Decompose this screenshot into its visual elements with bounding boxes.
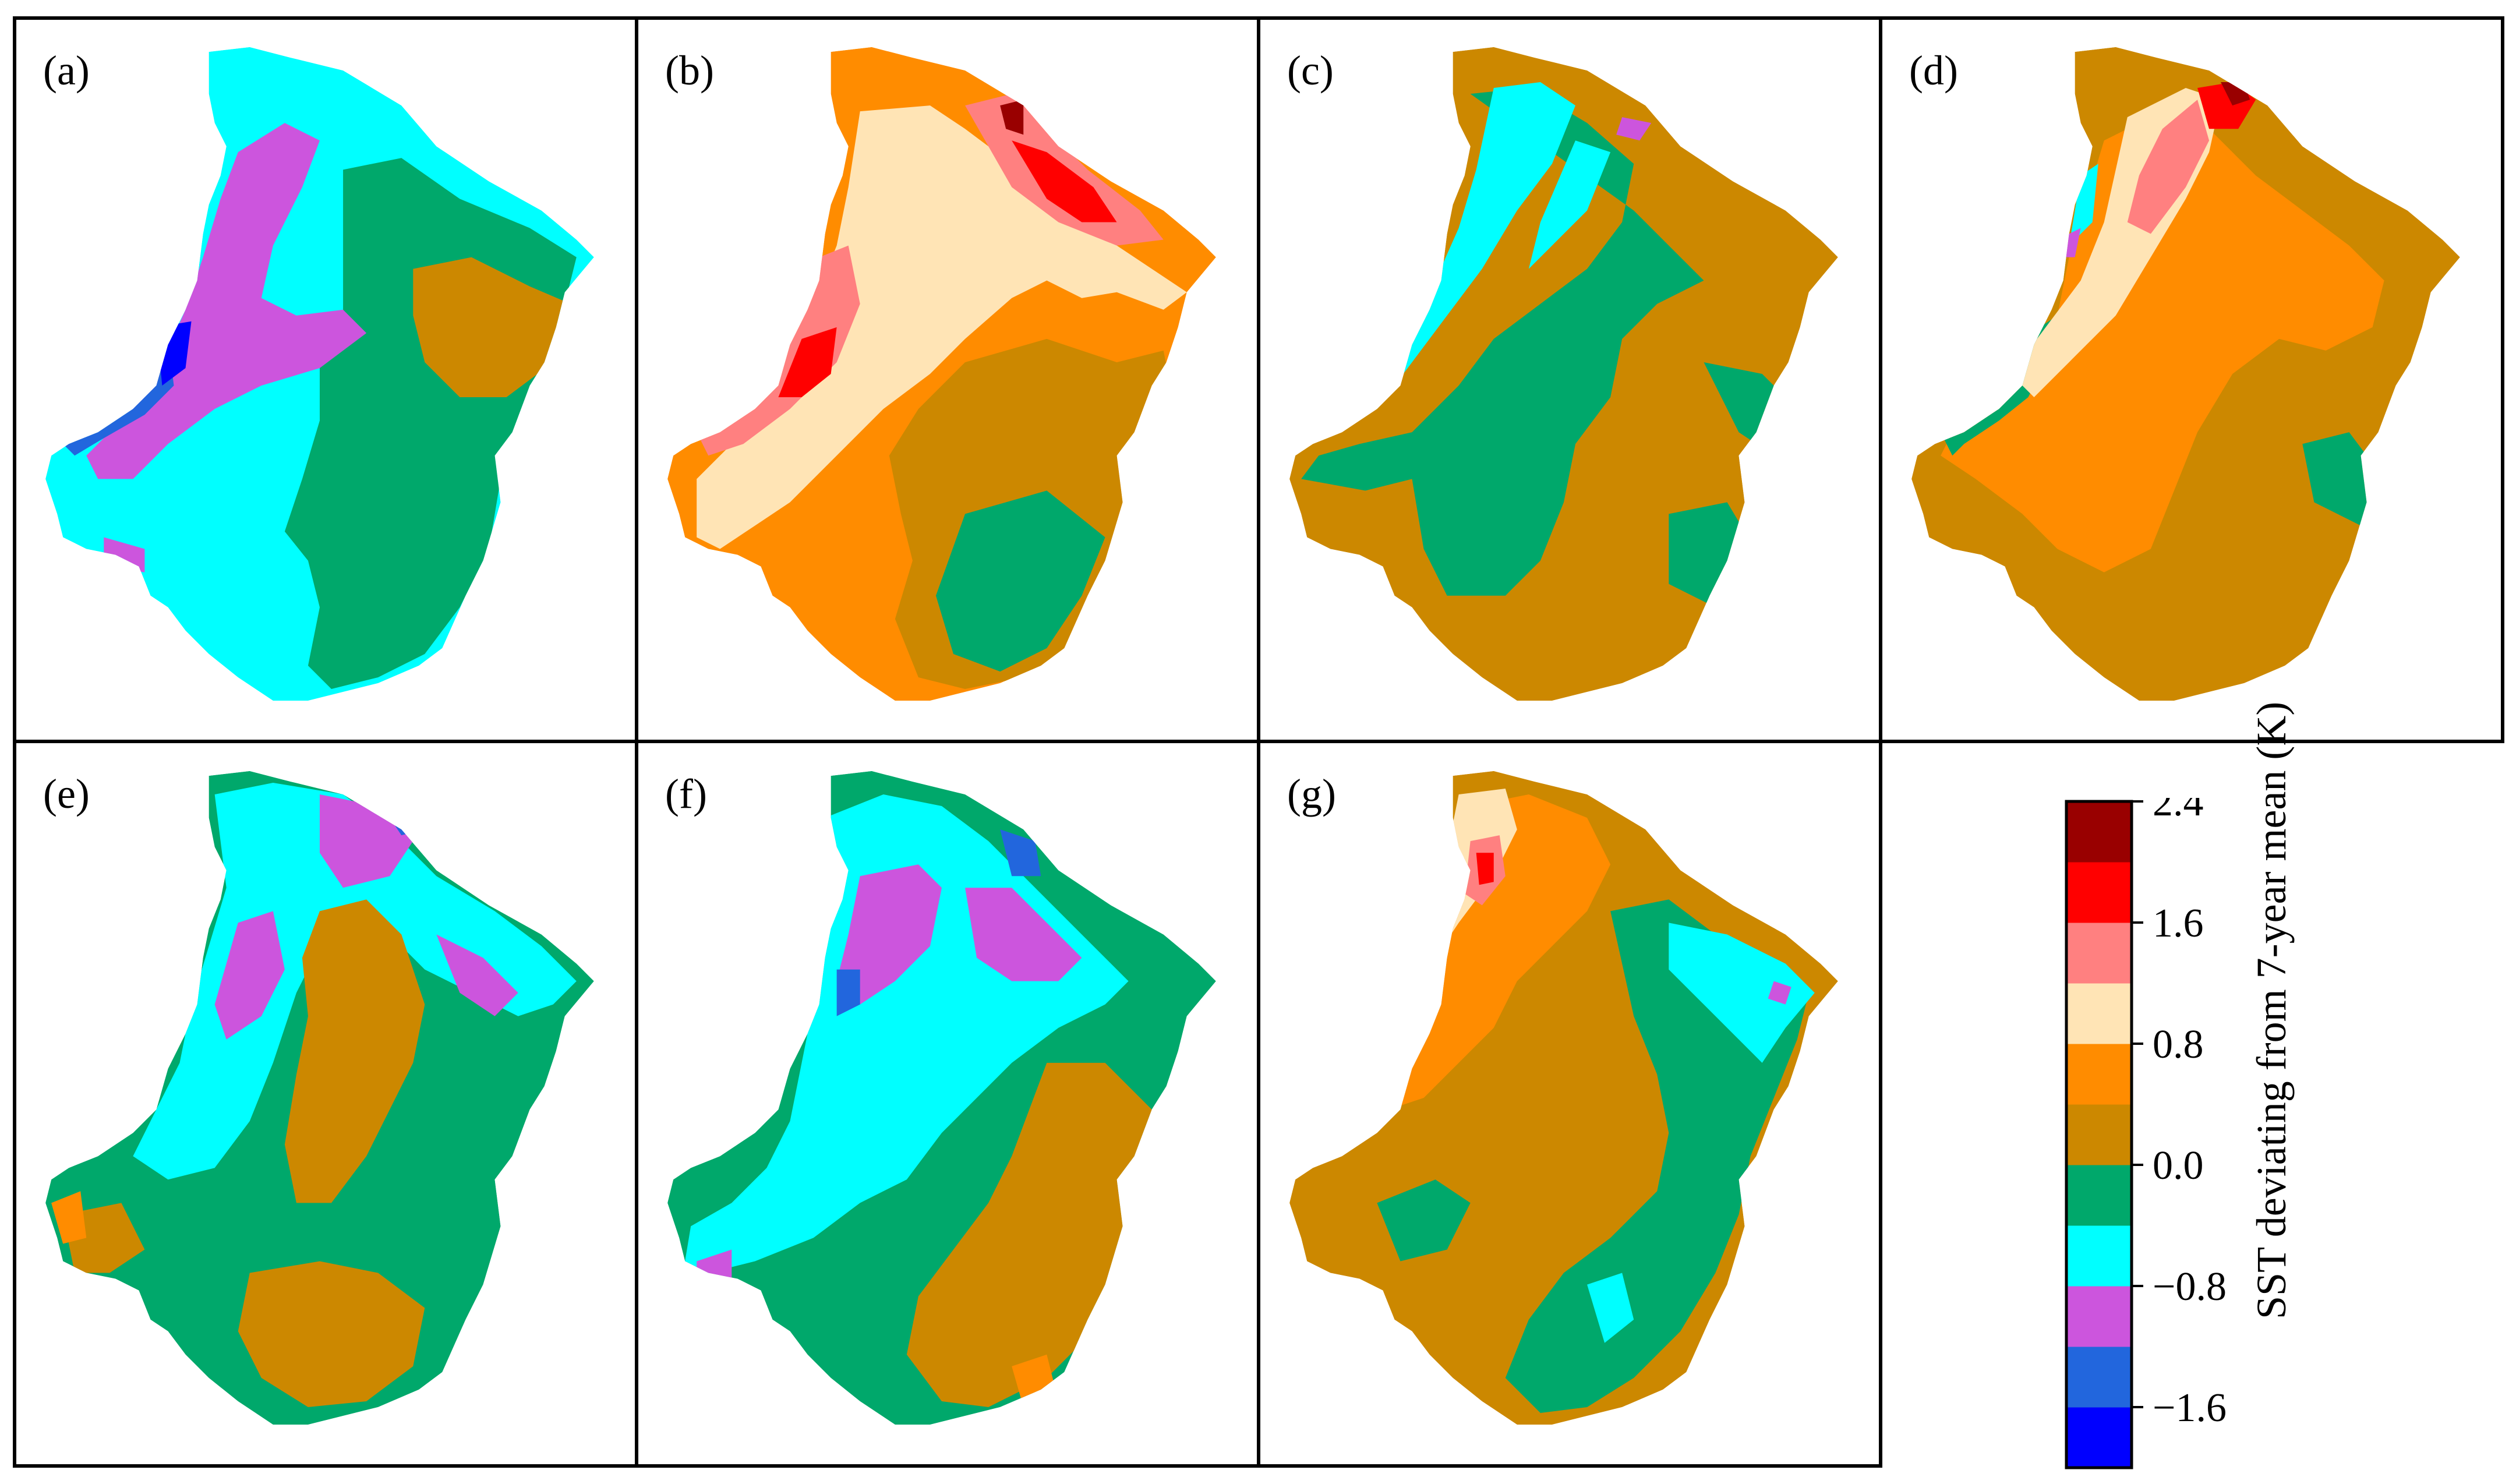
- sst-region-cyan: [1528, 140, 1611, 269]
- panel-label: (a): [43, 47, 90, 94]
- map-panel-c: (c): [1257, 16, 1882, 743]
- sst-region-light-red: [2127, 100, 2210, 234]
- sst-map: [1289, 771, 1838, 1425]
- map-panel-g: (g): [1257, 740, 1882, 1468]
- sst-region-cyan: [1669, 923, 1815, 1063]
- sst-region-dark-red: [1000, 100, 1024, 135]
- colorbar-swatch: [2066, 1225, 2132, 1287]
- colorbar-tick-label: −0.8: [2153, 1264, 2227, 1309]
- colorbar-swatch: [2066, 862, 2132, 923]
- sst-region-green: [935, 490, 1105, 672]
- sst-region-brown: [238, 1261, 425, 1407]
- sst-region-cyan: [1587, 1273, 1634, 1343]
- sst-map: [45, 47, 594, 701]
- colorbar-tick-label: −1.6: [2153, 1386, 2227, 1430]
- sst-region-red: [1012, 140, 1117, 222]
- sst-region-orange: [51, 1191, 87, 1244]
- sst-region-green: [1301, 88, 1704, 596]
- sst-region-magenta: [2063, 228, 2081, 257]
- colorbar-swatch: [2066, 1104, 2132, 1165]
- colorbar-tick-label: 0.8: [2153, 1022, 2204, 1067]
- sst-region-orange: [1388, 794, 1611, 1110]
- panel-label: (c): [1287, 47, 1334, 94]
- sst-region-brown: [413, 257, 571, 398]
- sst-region-blue: [836, 969, 860, 1016]
- sst-region-brown: [906, 1062, 1164, 1407]
- sst-region-red: [1476, 853, 1494, 885]
- colorbar-label: SST deviating from 7-year mean (K): [2248, 701, 2295, 1319]
- sst-region-brown: [284, 899, 425, 1203]
- sst-region-magenta: [214, 911, 285, 1040]
- colorbar-tick-label: 1.6: [2153, 901, 2204, 946]
- sst-map: [667, 47, 1216, 701]
- colorbar-swatch: [2066, 1347, 2132, 1408]
- colorbar-swatch: [2066, 801, 2132, 863]
- sst-map: [667, 771, 1216, 1425]
- map-panel-e: (e): [13, 740, 638, 1468]
- colorbar-svg: 2.4 1.6 0.8 0.0 −0.8 −1.6: [2065, 780, 2227, 1469]
- panel-label: (f): [665, 771, 707, 817]
- panel-label: (e): [43, 771, 90, 817]
- panel-label: (b): [665, 47, 714, 94]
- map-panel-a: (a): [13, 16, 638, 743]
- colorbar: 2.4 1.6 0.8 0.0 −0.8 −1.6 SST deviating from …: [2062, 701, 2516, 1474]
- colorbar-swatch: [2066, 1407, 2132, 1468]
- sst-region-brown: [494, 502, 524, 578]
- panel-label: (g): [1287, 771, 1336, 817]
- sst-region-magenta: [1768, 981, 1791, 1005]
- sst-map: [45, 771, 594, 1425]
- sst-region-blue: [1000, 829, 1041, 877]
- map-panel-d: (d): [1879, 16, 2504, 743]
- sst-region-green: [1377, 1179, 1471, 1262]
- panel-label: (d): [1909, 47, 1958, 94]
- map-panel-f: (f): [635, 740, 1260, 1468]
- colorbar-swatch: [2066, 1286, 2132, 1347]
- sst-region-magenta: [965, 888, 1082, 981]
- colorbar-tick-label: 2.4: [2153, 798, 2204, 825]
- colorbar-frame: [2065, 800, 2133, 1469]
- colorbar-swatch: [2066, 1044, 2132, 1105]
- sst-region-cyan: [133, 782, 577, 1180]
- sst-map: [1911, 47, 2460, 701]
- colorbar-swatch: [2066, 1165, 2132, 1226]
- sst-region-orange: [1941, 117, 2384, 573]
- sst-region-cyan: [2069, 164, 2098, 246]
- map-panel-b: (b): [635, 16, 1260, 743]
- colorbar-tick-label: 0.0: [2153, 1143, 2204, 1188]
- sst-region-magenta: [1616, 117, 1652, 141]
- sst-map: [1289, 47, 1838, 701]
- sst-region-magenta: [436, 934, 518, 1016]
- colorbar-swatch: [2066, 923, 2132, 984]
- sst-region-magenta: [836, 864, 942, 1005]
- sst-region-red: [778, 327, 837, 398]
- colorbar-swatch: [2066, 983, 2132, 1044]
